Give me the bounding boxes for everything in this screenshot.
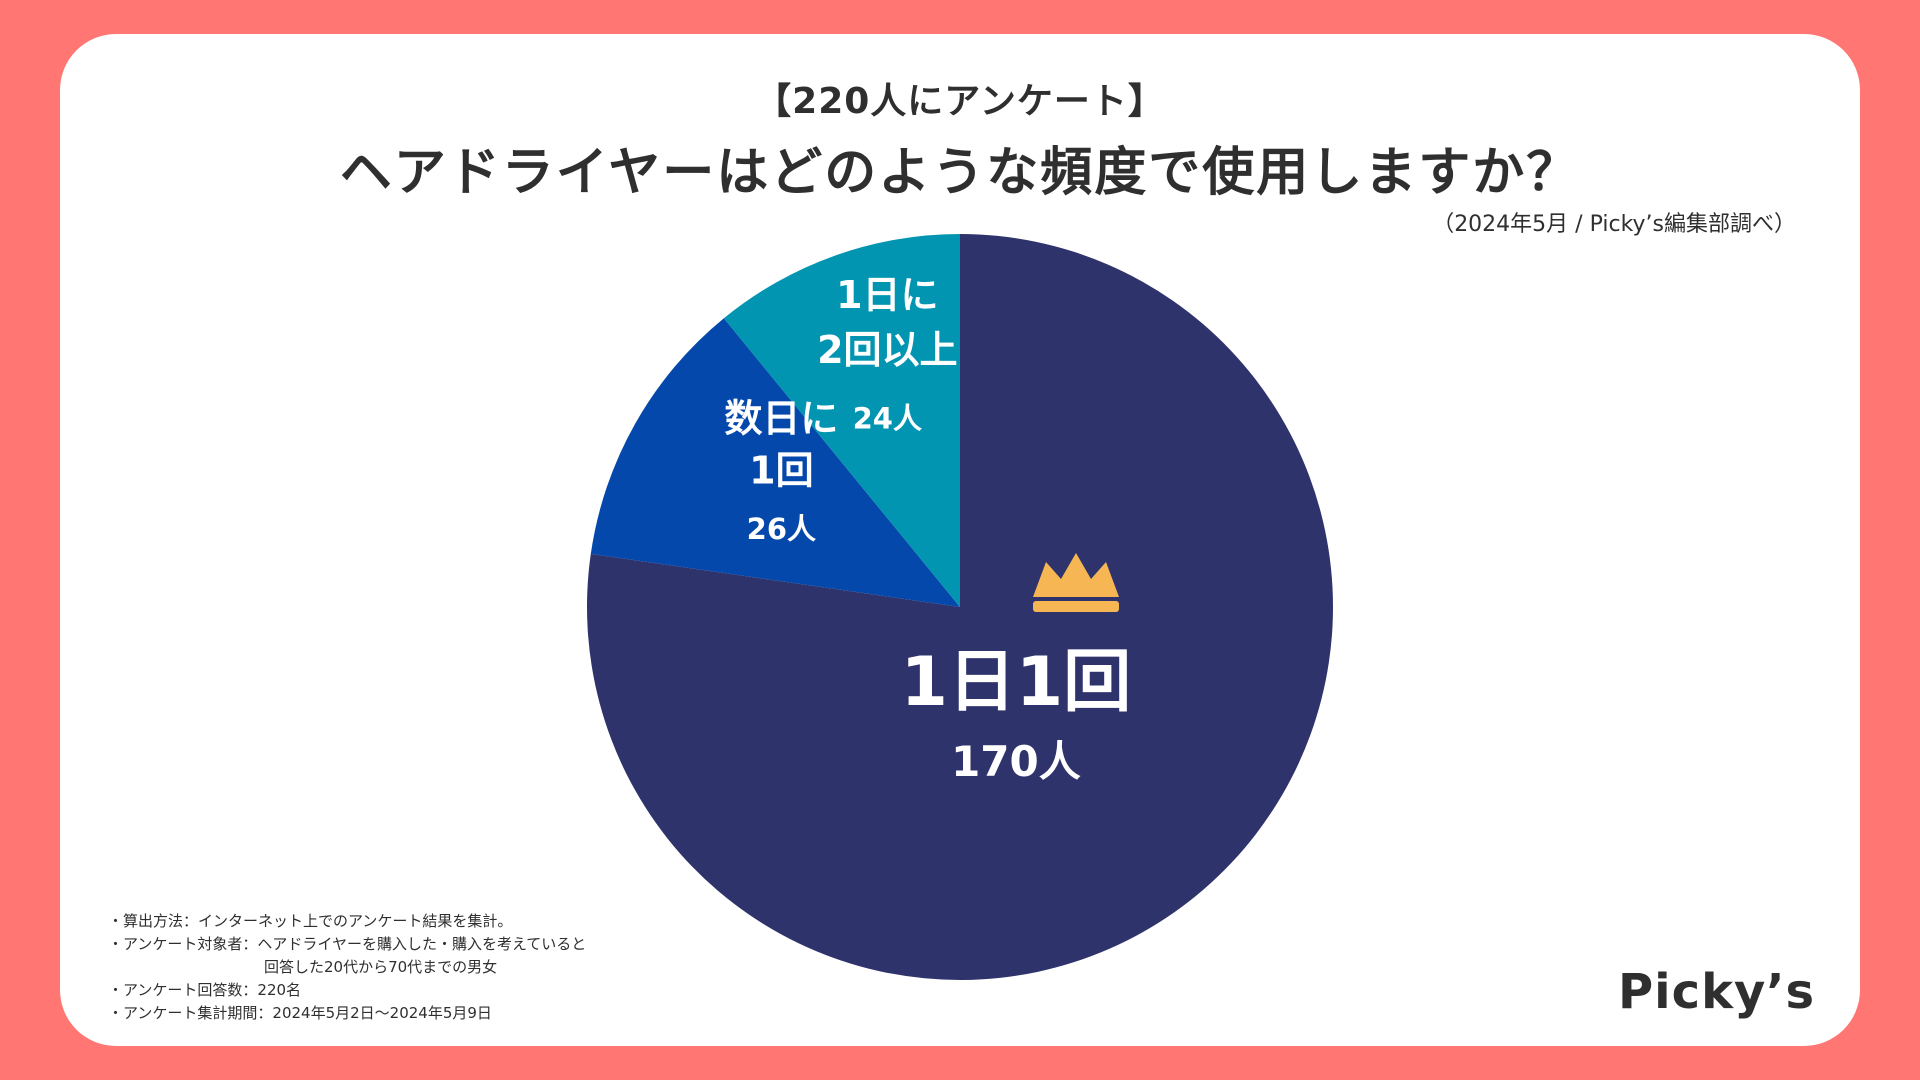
chart-title: ヘアドライヤーはどのような頻度で使用しますか？ [339,143,1581,203]
slice-label: 数日に [724,397,838,441]
survey-kicker: 【220人にアンケート】 [755,81,1165,122]
slice-label: 1回 [749,449,813,493]
note-method: ・算出方法：インターネット上でのアンケート結果を集計。 [108,912,513,930]
crown-icon [1033,553,1119,612]
pie-slice [590,318,960,607]
slice-value-label: 26人 [747,512,816,546]
pie-slices [587,234,1333,980]
slice-value-label: 24人 [853,402,922,436]
survey-notes: ・算出方法：インターネット上でのアンケート結果を集計。 ・アンケート対象者：ヘア… [108,910,586,1025]
note-responses: ・アンケート回答数：220名 [108,981,302,999]
note-target: ・アンケート対象者：ヘアドライヤーを購入した・購入を考えていると [108,935,587,953]
note-period: ・アンケート集計期間：2024年5月2日〜2024年5月9日 [108,1004,492,1022]
source-note: （2024年5月 / Picky’s編集部調べ） [1432,212,1796,237]
brand-logo: Picky’s [1618,964,1816,1020]
slice-label: 2回以上 [817,328,957,372]
pie-slice [723,234,960,607]
slice-label: 1日に [836,273,938,317]
note-target-cont: 回答した20代から70代までの男女 [264,958,498,976]
slice-value-label: 170人 [951,737,1081,786]
slice-label: 1日1回 [901,643,1132,722]
pie-labels: 1日1回 170人 数日に 1回 26人 1日に 2回以上 24人 [724,273,1131,786]
